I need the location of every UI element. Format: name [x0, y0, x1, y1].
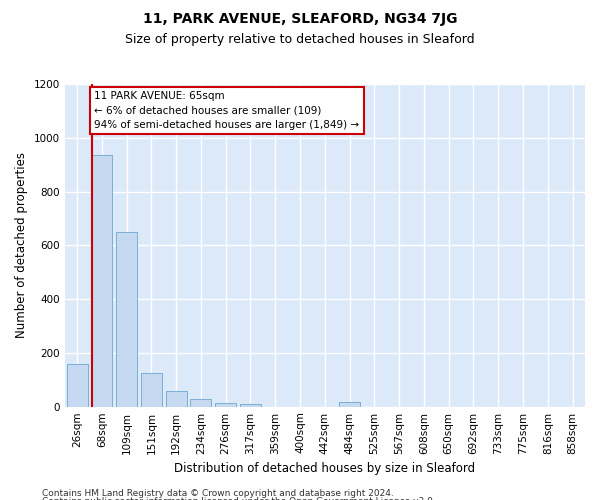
Bar — [215, 404, 236, 406]
Text: 11, PARK AVENUE, SLEAFORD, NG34 7JG: 11, PARK AVENUE, SLEAFORD, NG34 7JG — [143, 12, 457, 26]
Bar — [240, 404, 261, 406]
Bar — [190, 399, 211, 406]
Y-axis label: Number of detached properties: Number of detached properties — [15, 152, 28, 338]
X-axis label: Distribution of detached houses by size in Sleaford: Distribution of detached houses by size … — [174, 462, 475, 475]
Bar — [166, 392, 187, 406]
Text: Size of property relative to detached houses in Sleaford: Size of property relative to detached ho… — [125, 32, 475, 46]
Bar — [116, 232, 137, 406]
Bar — [339, 402, 360, 406]
Text: 11 PARK AVENUE: 65sqm
← 6% of detached houses are smaller (109)
94% of semi-deta: 11 PARK AVENUE: 65sqm ← 6% of detached h… — [94, 90, 359, 130]
Bar — [141, 372, 162, 406]
Text: Contains public sector information licensed under the Open Government Licence v3: Contains public sector information licen… — [42, 496, 436, 500]
Bar — [91, 156, 112, 406]
Bar — [67, 364, 88, 406]
Text: Contains HM Land Registry data © Crown copyright and database right 2024.: Contains HM Land Registry data © Crown c… — [42, 489, 394, 498]
